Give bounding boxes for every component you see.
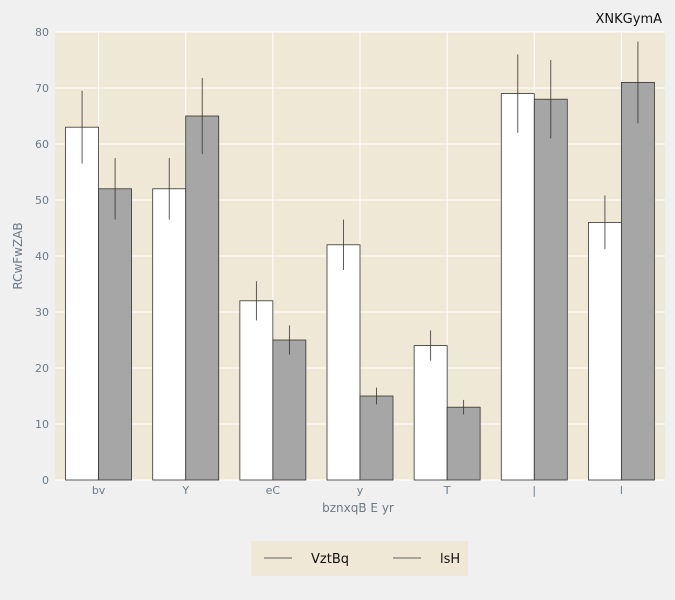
y-tick-label: 10 — [35, 418, 49, 431]
bar-series-1-l — [588, 221, 622, 481]
bar-series-1-| — [500, 93, 535, 481]
bar-series-2-bv — [98, 188, 132, 481]
bar-series-2-T — [446, 406, 481, 481]
y-tick-label: 70 — [35, 82, 49, 95]
y-tick-label: 40 — [35, 250, 49, 263]
bar-series-2-eC — [272, 339, 307, 481]
y-tick-label: 20 — [35, 362, 49, 375]
legend: VztBq lsH — [251, 541, 468, 576]
bar-series-2-| — [533, 98, 568, 481]
y-axis-label: RCwFwZAB — [11, 222, 25, 289]
x-axis-label: bznxqB E yr — [322, 501, 394, 515]
x-tick-label: T — [443, 484, 451, 497]
x-tick-label: eC — [266, 484, 281, 497]
legend-label-series-1: VztBq — [311, 552, 349, 567]
x-tick-label: l — [620, 484, 623, 497]
y-axis-ticks: 0 10 20 30 40 50 60 70 80 — [35, 26, 49, 487]
y-tick-label: 0 — [42, 474, 49, 487]
y-tick-label: 30 — [35, 306, 49, 319]
y-tick-label: 80 — [35, 26, 49, 39]
y-tick-label: 60 — [35, 138, 49, 151]
bar-series-2-l — [621, 82, 655, 481]
y-tick-label: 50 — [35, 194, 49, 207]
x-tick-label: Y — [181, 484, 189, 497]
bar-series-2-y — [359, 395, 394, 481]
legend-box — [251, 541, 468, 576]
bar-series-1-bv — [65, 126, 99, 481]
error-bars — [81, 41, 639, 415]
bar-series-1-Y — [152, 188, 187, 481]
bar-series-2-Y — [185, 115, 220, 481]
x-tick-label: | — [532, 484, 536, 497]
bar-series-1-eC — [239, 300, 274, 481]
x-tick-label: y — [357, 484, 364, 497]
legend-label-series-2: lsH — [440, 552, 460, 567]
x-tick-label: bv — [92, 484, 106, 497]
chart-title: XNKGymA — [596, 12, 663, 27]
bar-series-1-y — [326, 244, 361, 481]
bar-series-1-T — [413, 345, 448, 481]
